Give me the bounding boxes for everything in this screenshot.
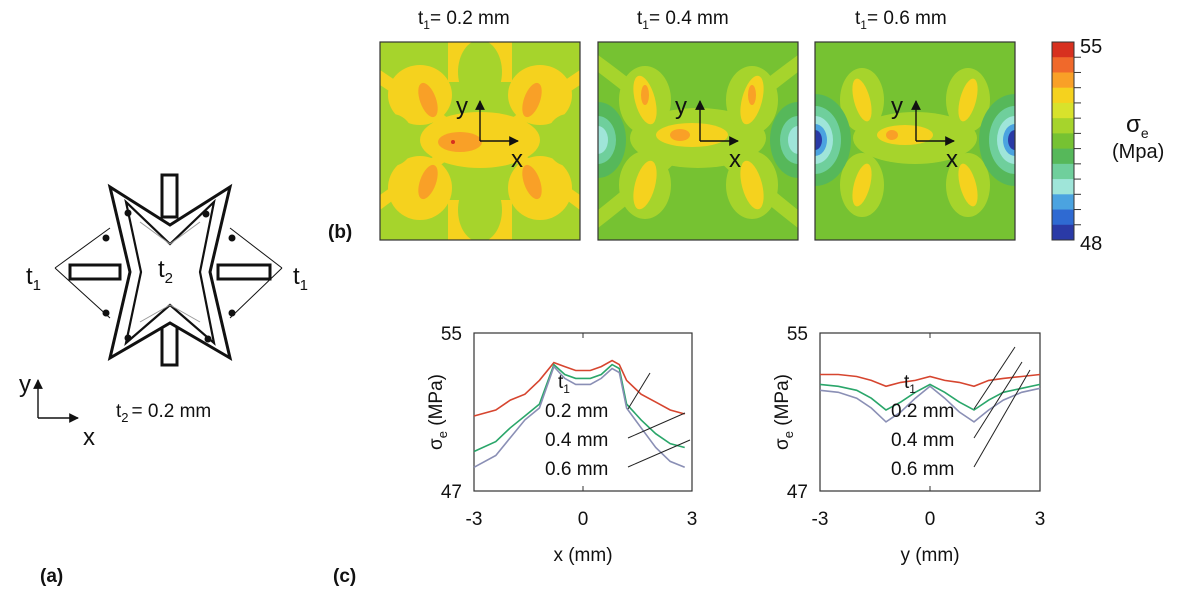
- legend-leader-1: [973, 361, 1023, 439]
- series-line-1: [473, 363, 685, 453]
- colorbar-swatch-9: [1052, 179, 1074, 195]
- legend-leader-2: [627, 439, 691, 468]
- y-axis-label: σe (MPa): [772, 374, 796, 450]
- line-chart-y: -3 0 3 47 55 y (mm) σe (MPa) t1 0.2 mm 0.4 mm 0.6 …: [772, 324, 1045, 566]
- legend-label-1: 0.4 mm: [891, 430, 954, 451]
- series-line-2: [819, 385, 1041, 423]
- contour-map-1-x: x: [511, 146, 523, 173]
- colorbar-min-label: 48: [1080, 233, 1102, 255]
- legend-leader-0: [627, 372, 651, 410]
- t2-caption: t2 = 0.2 mm: [116, 401, 211, 425]
- legend-label-1: 0.4 mm: [545, 430, 608, 451]
- colorbar-swatch-2: [1052, 72, 1074, 89]
- contour-map-3: t1= 0.6 mm: [814, 8, 1016, 241]
- contour-map-2-x: x: [729, 146, 741, 173]
- contour-map-2-y: y: [675, 93, 687, 120]
- t2-label: t2: [158, 256, 173, 287]
- colorbar: [1051, 41, 1081, 241]
- legend-leader-2: [973, 369, 1031, 468]
- contour-map-1: t1= 0.2 mm: [379, 8, 581, 241]
- series-line-0: [820, 373, 1041, 388]
- colorbar-swatch-4: [1052, 102, 1074, 119]
- x-tick-label: 3: [1035, 509, 1046, 530]
- panel-label-a: (a): [40, 566, 63, 587]
- x-tick-label: -3: [466, 509, 483, 530]
- x-axis-label: y (mm): [900, 545, 959, 566]
- y-tick-label: 55: [441, 324, 462, 345]
- legend-label-0: 0.2 mm: [891, 401, 954, 422]
- contour-map-2: t1= 0.4 mm: [597, 8, 799, 241]
- x-tick-label: -3: [812, 509, 829, 530]
- panel-label-b: (b): [328, 222, 352, 243]
- contour-map-2-title: t1= 0.4 mm: [637, 8, 729, 32]
- y-axis-label: σe (MPa): [426, 374, 450, 450]
- colorbar-swatch-7: [1052, 148, 1074, 165]
- line-chart-x: -3 0 3 47 55 x (mm) σe (MPa) t1 0.2 mm 0.4 mm 0.6 …: [426, 324, 697, 566]
- x-tick-label: 3: [687, 509, 698, 530]
- bar-right: [216, 263, 272, 281]
- contour-map-3-y: y: [891, 93, 903, 120]
- y-tick-label: 47: [787, 482, 808, 503]
- contour-map-3-x: x: [946, 146, 958, 173]
- series-line-0: [473, 359, 685, 417]
- colorbar-swatch-10: [1052, 194, 1074, 211]
- y-tick-label: 47: [441, 482, 462, 503]
- contour-map-1-title: t1= 0.2 mm: [418, 8, 510, 32]
- panel-label-c: (c): [333, 566, 356, 587]
- bar-top: [160, 173, 179, 219]
- colorbar-swatch-11: [1052, 209, 1074, 226]
- legend-title: t1: [904, 372, 916, 396]
- x-axis-label: x (mm): [553, 545, 612, 566]
- x-tick-label: 0: [578, 509, 589, 530]
- y-tick-label: 55: [787, 324, 808, 345]
- colorbar-swatch-6: [1052, 133, 1074, 150]
- colorbar-swatch-8: [1052, 163, 1074, 180]
- x-tick-label: 0: [925, 509, 936, 530]
- colorbar-swatch-3: [1052, 87, 1074, 104]
- colorbar-swatch-12: [1052, 224, 1074, 241]
- contour-map-1-y: y: [456, 93, 468, 120]
- legend-leader-1: [627, 412, 686, 439]
- legend-label-0: 0.2 mm: [545, 401, 608, 422]
- colorbar-max-label: 55: [1080, 36, 1102, 58]
- t1-right-label: t1: [293, 263, 308, 294]
- schematic-x-label: x: [83, 424, 95, 451]
- series-line-1: [819, 383, 1041, 411]
- colorbar-swatch-0: [1052, 42, 1074, 58]
- contour-map-3-title: t1= 0.6 mm: [855, 8, 947, 32]
- colorbar-swatch-5: [1052, 118, 1074, 134]
- bar-left: [68, 263, 122, 281]
- legend-title: t1: [558, 372, 570, 396]
- legend-label-2: 0.6 mm: [545, 459, 608, 480]
- colorbar-unit: (Mpa): [1112, 141, 1164, 163]
- schematic-y-label: y: [19, 371, 31, 398]
- t1-left-label: t1: [26, 263, 41, 294]
- colorbar-symbol: σe: [1126, 111, 1149, 141]
- legend-label-2: 0.6 mm: [891, 459, 954, 480]
- colorbar-swatch-1: [1052, 57, 1074, 73]
- schematic: t1 t1 t2 y x t2 = 0.2 mm: [19, 173, 308, 451]
- legend-leader-0: [973, 346, 1016, 410]
